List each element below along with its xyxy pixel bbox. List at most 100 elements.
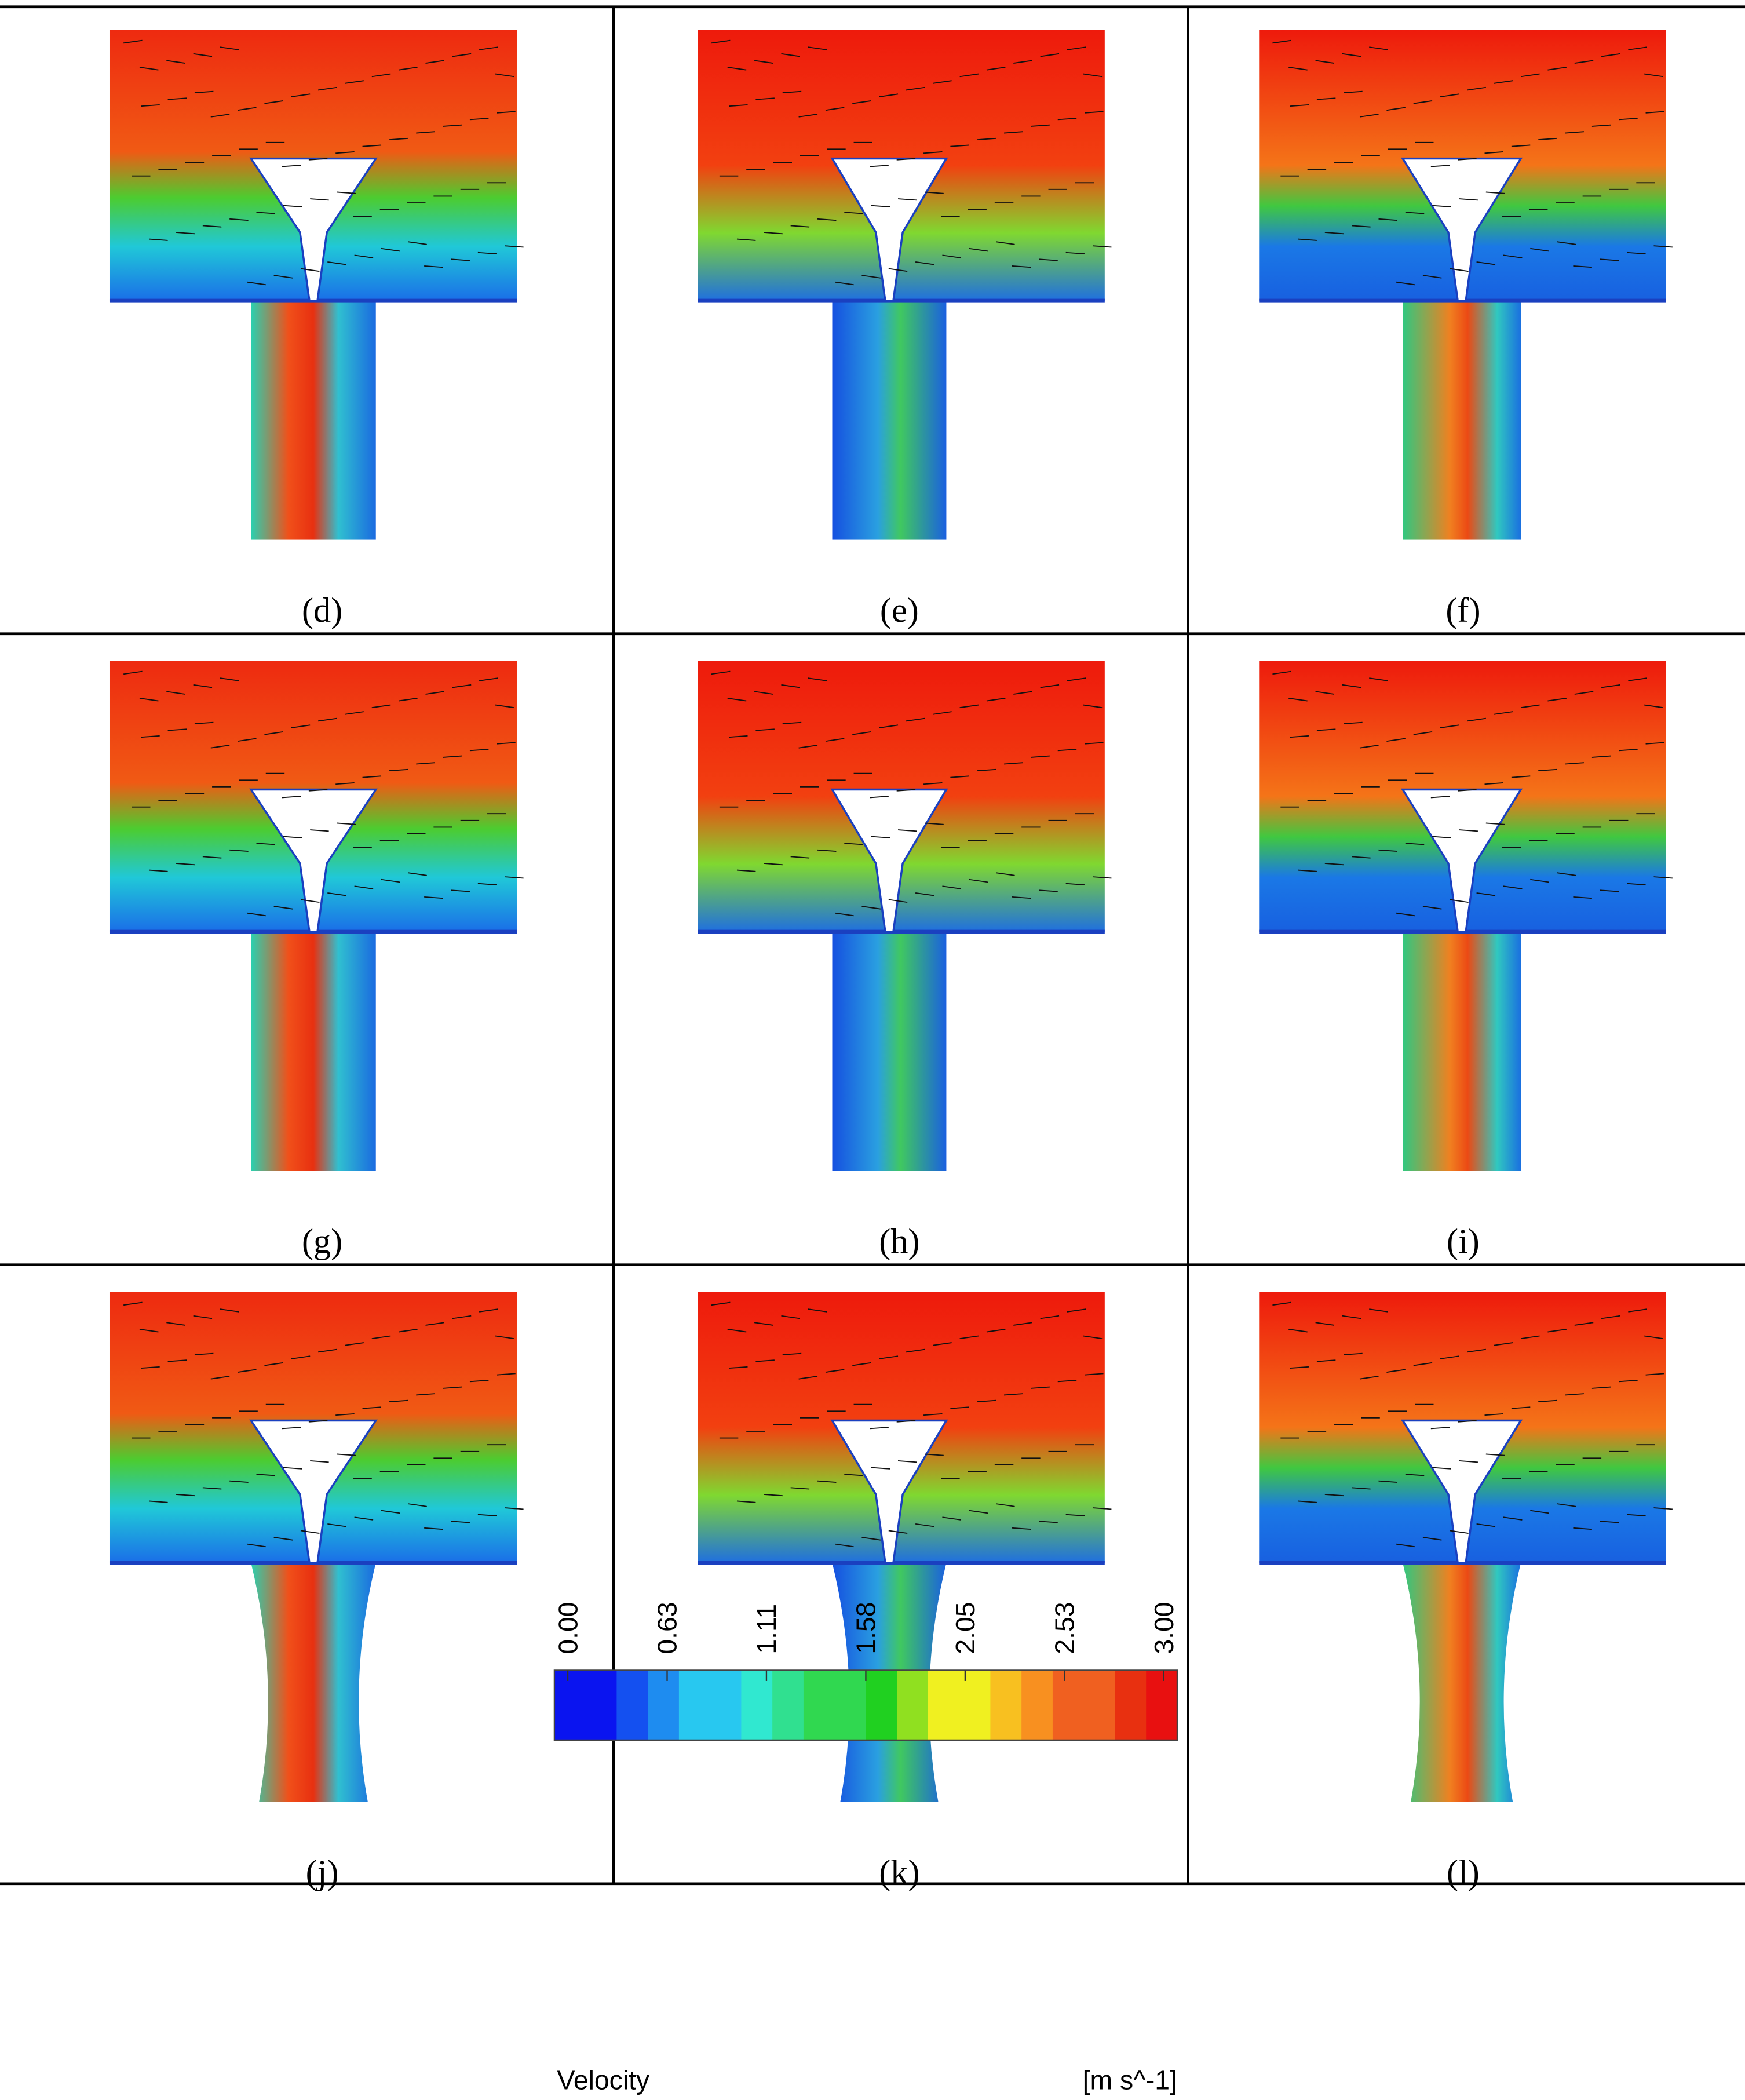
vector-arrow: [1003, 131, 1023, 134]
vector-arrow: [282, 796, 301, 799]
vector-arrow: [727, 67, 747, 71]
vector-arrow: [1386, 107, 1406, 111]
vector-arrow: [416, 131, 435, 134]
vector-arrow: [1298, 1500, 1317, 1503]
vector-arrow: [1644, 73, 1663, 78]
vector-arrow: [1085, 742, 1104, 745]
vector-arrow: [1573, 1527, 1592, 1530]
vector-arrow: [1645, 111, 1665, 114]
vector-arrow: [149, 869, 168, 872]
vector-arrow: [327, 1523, 346, 1527]
vector-arrow: [1484, 1413, 1504, 1416]
vector-arrow: [1012, 265, 1031, 268]
vector-arrow: [1405, 1474, 1425, 1476]
vector-arrow: [1628, 677, 1647, 681]
vector-arrow: [291, 724, 311, 728]
funnel-obstacle: [830, 157, 948, 302]
vector-arrow: [264, 731, 284, 735]
vector-arrow: [424, 265, 443, 268]
vector-arrow: [1565, 762, 1585, 765]
vector-arrow: [398, 67, 418, 71]
vector-arrow: [996, 241, 1015, 245]
vector-arrow: [389, 137, 408, 141]
vector-arrow: [237, 1369, 257, 1373]
vector-arrow: [1085, 111, 1104, 114]
vector-arrow: [834, 912, 854, 917]
vector-arrow: [425, 60, 445, 64]
vector-arrow: [906, 717, 925, 722]
vector-arrow: [469, 118, 489, 121]
vector-arrow: [495, 1335, 514, 1340]
vector-arrow: [1450, 1530, 1469, 1534]
panel-label: (i): [1447, 1222, 1480, 1261]
vector-arrow: [1012, 896, 1031, 899]
vector-arrow: [389, 768, 408, 772]
vector-arrow: [1324, 863, 1344, 866]
vector-arrow: [1574, 60, 1594, 64]
cfd-panel: (i): [1259, 661, 1673, 1261]
vector-arrow: [1290, 1366, 1309, 1369]
vector-arrow: [906, 86, 925, 91]
vector-arrow: [408, 1503, 427, 1507]
vector-arrow: [202, 856, 222, 859]
panels: (d) (e) (f) (g) (h) (i) (j) (k) (l): [109, 30, 1673, 1892]
colorbar-band: [585, 1670, 618, 1740]
vector-arrow: [505, 876, 524, 879]
vector-arrow: [1627, 251, 1646, 254]
cfd-panel: (h): [698, 661, 1112, 1261]
colorbar-band: [772, 1670, 805, 1740]
panel-label: (e): [880, 591, 919, 630]
vector-arrow: [123, 670, 143, 675]
vector-arrow: [969, 878, 988, 883]
vector-arrow: [754, 691, 773, 695]
vector-arrow: [371, 704, 391, 709]
vector-arrow: [852, 1362, 871, 1366]
vector-arrow: [870, 796, 889, 799]
vector-arrow: [729, 735, 748, 738]
vector-arrow: [950, 775, 969, 778]
vector-arrow: [879, 724, 899, 728]
vector-arrow: [1057, 749, 1077, 752]
vector-arrow: [1396, 281, 1415, 286]
vector-arrow: [416, 1393, 435, 1396]
vector-arrow: [479, 677, 498, 681]
vector-arrow: [861, 906, 881, 910]
vector-arrow: [969, 247, 988, 252]
vector-arrow: [942, 1516, 962, 1521]
vector-arrow: [371, 73, 391, 78]
vector-arrow: [337, 191, 356, 194]
vector-arrow: [416, 762, 435, 765]
vector-arrow: [817, 849, 837, 852]
vector-arrow: [1574, 1322, 1594, 1326]
vector-arrow: [1547, 1329, 1567, 1333]
vector-arrow: [141, 1366, 160, 1369]
vector-arrow: [194, 90, 214, 93]
table-lines: [0, 5, 1745, 1886]
vector-arrow: [1083, 1335, 1103, 1340]
vector-arrow: [283, 1467, 302, 1470]
vector-arrow: [1003, 1393, 1023, 1396]
vector-arrow: [1459, 198, 1478, 201]
vector-arrow: [1315, 1322, 1335, 1326]
vector-arrow: [925, 1453, 944, 1456]
vector-arrow: [425, 691, 445, 695]
vector-arrow: [1413, 100, 1433, 104]
vector-arrow: [1494, 80, 1513, 84]
vector-arrow: [1494, 711, 1513, 715]
vector-arrow: [451, 258, 470, 261]
vector-arrow: [861, 275, 881, 279]
vector-arrow: [729, 1366, 748, 1369]
colorbar-unit: [m s^-1]: [1083, 2065, 1177, 2095]
vector-arrow: [1467, 86, 1486, 91]
vector-arrow: [1386, 1369, 1406, 1373]
vector-arrow: [1298, 238, 1317, 241]
vector-arrow: [220, 46, 239, 50]
vector-arrow: [790, 1487, 810, 1490]
vector-arrow: [1538, 137, 1557, 141]
vector-arrow: [871, 1467, 890, 1470]
panel-label: (j): [306, 1853, 339, 1892]
vector-arrow: [1359, 745, 1379, 749]
vector-arrow: [317, 717, 337, 722]
vector-arrow: [977, 1399, 996, 1402]
